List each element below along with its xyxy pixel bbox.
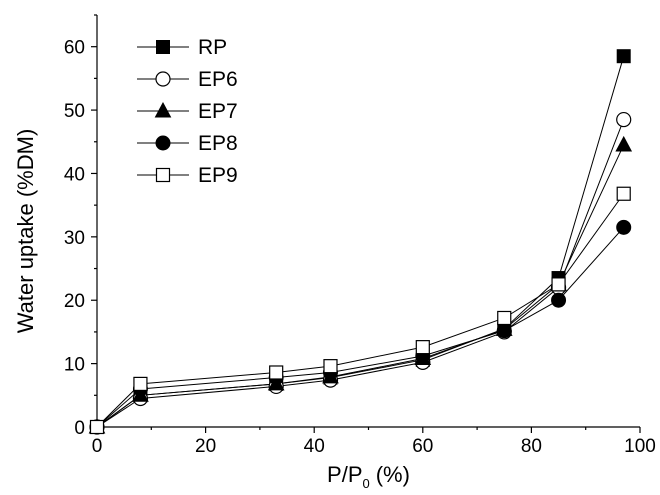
legend-item-ep9: EP9 bbox=[137, 164, 238, 187]
legend-label: EP6 bbox=[198, 68, 238, 91]
y-tick-label: 10 bbox=[64, 355, 85, 376]
x-tick-label: 100 bbox=[624, 436, 656, 457]
data-point-ep9 bbox=[89, 419, 105, 435]
y-tick-label: 20 bbox=[64, 291, 85, 312]
legend-label: EP8 bbox=[198, 132, 238, 155]
legend-item-rp: RP bbox=[137, 36, 227, 59]
y-ticks: 0 10 20 30 40 50 60 bbox=[64, 14, 97, 439]
data-point-ep8 bbox=[496, 323, 512, 339]
series-line-ep6 bbox=[96, 119, 625, 428]
y-axis-title: Water uptake (%DM) bbox=[13, 129, 38, 334]
y-tick-label: 0 bbox=[74, 418, 85, 439]
legend-label: EP9 bbox=[198, 164, 238, 187]
x-tick-label: 60 bbox=[412, 436, 433, 457]
series-line-ep7 bbox=[96, 144, 625, 428]
data-point-ep9 bbox=[269, 365, 284, 380]
x-axis-title: P/P0 (%) bbox=[327, 462, 410, 491]
y-tick-label: 40 bbox=[64, 164, 85, 185]
series-line-ep8 bbox=[96, 227, 625, 428]
legend-item-ep7: EP7 bbox=[137, 100, 238, 123]
data-point-ep9 bbox=[415, 340, 430, 355]
x-axis-title-unit: (%) bbox=[376, 462, 410, 487]
data-point-ep8 bbox=[616, 219, 632, 235]
legend-label: RP bbox=[198, 36, 227, 59]
data-point-ep6 bbox=[616, 111, 632, 128]
x-tick-label: 40 bbox=[304, 436, 325, 457]
legend-marker-ep9 bbox=[155, 167, 171, 183]
legend-marker-ep7 bbox=[154, 101, 172, 118]
legend-label: EP7 bbox=[198, 100, 238, 123]
data-point-ep9 bbox=[616, 186, 631, 201]
series-markers bbox=[88, 49, 633, 435]
legend-item-ep8: EP8 bbox=[137, 132, 238, 155]
data-point-ep7 bbox=[615, 135, 633, 152]
legend: RP EP6 EP7 EP8 EP9 bbox=[137, 36, 238, 187]
x-tick-label: 20 bbox=[195, 436, 216, 457]
legend-marker-rp bbox=[156, 40, 170, 54]
y-tick-label: 50 bbox=[64, 101, 85, 122]
y-tick-label: 30 bbox=[64, 228, 85, 249]
legend-marker-ep6 bbox=[155, 71, 171, 87]
legend-item-ep6: EP6 bbox=[137, 68, 238, 91]
legend-marker-ep8 bbox=[155, 135, 171, 151]
data-point-ep8 bbox=[551, 292, 567, 308]
data-point-ep9 bbox=[133, 376, 148, 391]
series-line-ep9 bbox=[96, 193, 625, 428]
x-tick-label: 80 bbox=[521, 436, 542, 457]
x-ticks: 0 20 40 60 80 100 bbox=[92, 427, 656, 457]
data-point-ep9 bbox=[497, 310, 512, 326]
data-point-ep9 bbox=[551, 277, 566, 292]
x-tick-label: 0 bbox=[92, 436, 103, 457]
series-lines bbox=[96, 56, 625, 428]
data-point-ep9 bbox=[323, 359, 338, 374]
y-tick-label: 60 bbox=[64, 38, 85, 59]
x-axis-title-main: P/P bbox=[327, 462, 362, 487]
data-point-rp bbox=[616, 49, 631, 64]
x-axis-title-subscript: 0 bbox=[363, 476, 370, 491]
